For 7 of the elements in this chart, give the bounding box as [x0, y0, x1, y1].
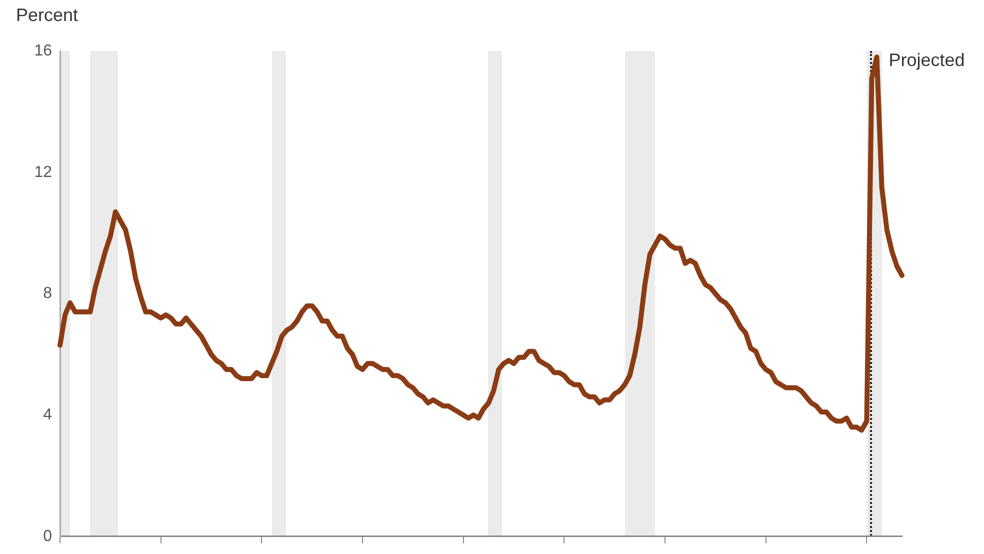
y-axis-title: Percent	[16, 4, 78, 25]
y-tick-label: 8	[43, 285, 52, 302]
y-tick-label: 4	[43, 406, 52, 424]
y-tick-label: 16	[34, 42, 52, 60]
annotation: Projected	[888, 50, 965, 70]
y-tick-label: 12	[34, 164, 52, 181]
y-tick-label: 0	[43, 528, 52, 545]
